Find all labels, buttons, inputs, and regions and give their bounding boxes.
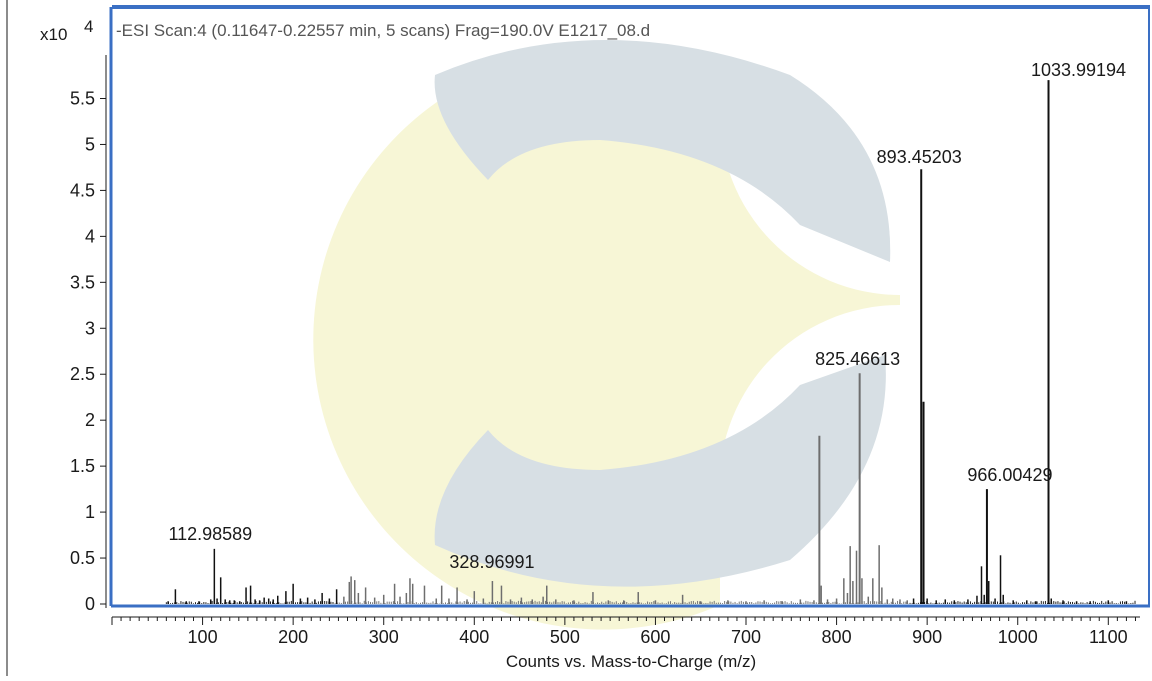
x-tick-label: 500 (550, 627, 580, 647)
y-axis: 0 0.5 1 1.5 2 2.5 3 3.5 4 4.5 5 5.5 x10 4 (40, 17, 107, 614)
y-tick-label: 2 (85, 410, 95, 430)
peak-label: 893.45203 (877, 147, 962, 167)
x-ticks: 100 200 300 400 500 600 700 800 900 1000 1100 (111, 617, 1136, 647)
y-tick-label: 5.5 (70, 89, 95, 109)
watermark-logo (313, 40, 900, 630)
x-tick-label: 1100 (1089, 627, 1128, 647)
y-tick-label: 4.5 (70, 180, 95, 200)
y-tick-label: 1.5 (70, 456, 95, 476)
watermark-grey-upper-arc (434, 40, 891, 262)
y-tick-label: 4 (85, 226, 95, 246)
y-tick-label: 1 (85, 502, 95, 522)
y-tick-label: 3 (85, 318, 95, 338)
peak-label: 1033.99194 (1031, 60, 1126, 80)
y-tick-label: 5 (85, 134, 95, 154)
y-exponent-base: x10 (40, 25, 67, 44)
y-tick-label: 0 (85, 594, 95, 614)
peak-label: 112.98589 (168, 524, 252, 544)
x-tick-label: 600 (640, 627, 670, 647)
y-tick-label: 3.5 (70, 272, 95, 292)
x-tick-label: 400 (459, 627, 489, 647)
spectrum-peaks (165, 80, 1136, 604)
watermark-grey-lower-arc (434, 355, 886, 587)
y-ticks: 0 0.5 1 1.5 2 2.5 3 3.5 4 4.5 5 5.5 (70, 89, 106, 614)
x-tick-label: 100 (188, 627, 218, 647)
x-axis-label: Counts vs. Mass-to-Charge (m/z) (506, 652, 756, 671)
x-tick-label: 1000 (998, 627, 1038, 647)
x-tick-label: 700 (731, 627, 761, 647)
chart-title: -ESI Scan:4 (0.11647-0.22557 min, 5 scan… (116, 21, 650, 40)
y-tick-label: 0.5 (70, 548, 95, 568)
x-tick-label: 800 (822, 627, 852, 647)
plot-frame (6, 0, 1150, 676)
y-tick-label: 2.5 (70, 364, 95, 384)
x-tick-label: 200 (278, 627, 308, 647)
peak-label: 966.00429 (967, 465, 1052, 485)
y-exponent-power: 4 (84, 17, 93, 36)
x-tick-label: 300 (369, 627, 399, 647)
peak-label: 825.46613 (815, 349, 900, 369)
peak-label: 328.96991 (449, 552, 534, 572)
x-axis: 100 200 300 400 500 600 700 800 900 1000 1100 Coun… (111, 616, 1140, 671)
peak-labels: 112.98589 328.96991 825.46613 893.45203 966.… (168, 60, 1126, 572)
x-tick-label: 900 (912, 627, 942, 647)
